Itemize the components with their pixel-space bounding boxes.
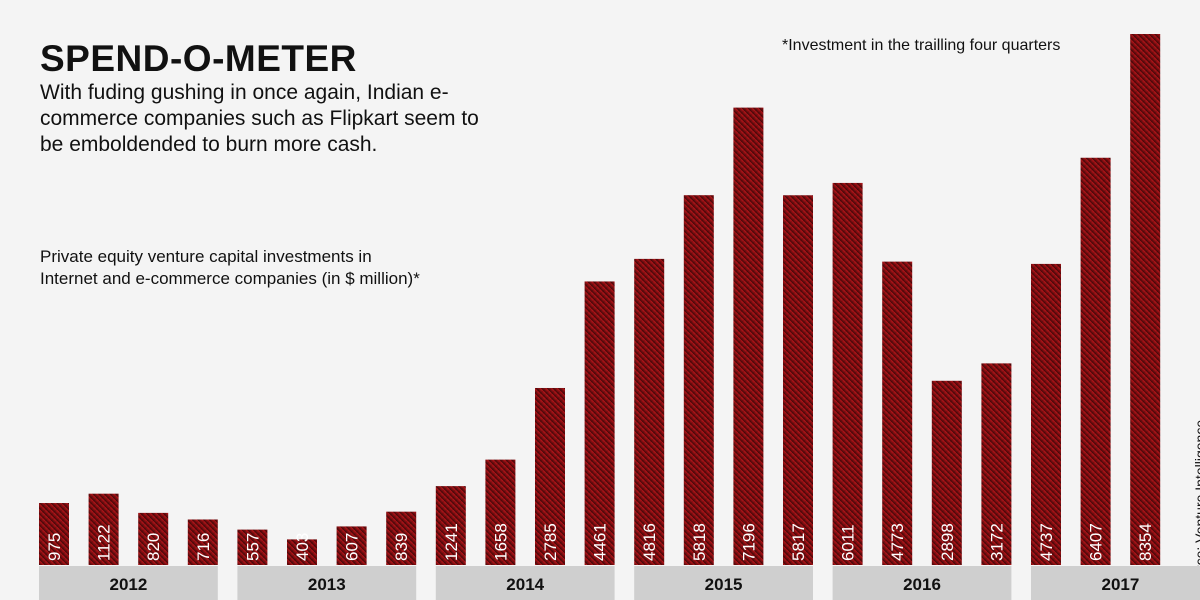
value-label-2013-2: 403 bbox=[293, 533, 312, 561]
value-label-2015-4: 5817 bbox=[789, 523, 808, 561]
year-label-2013: 2013 bbox=[308, 575, 346, 594]
year-band-2012 bbox=[39, 566, 218, 600]
bar-2016-3 bbox=[931, 380, 962, 565]
year-band-2013 bbox=[237, 566, 417, 600]
bar-2016-2 bbox=[882, 261, 913, 565]
bar-2012-2 bbox=[88, 493, 119, 565]
year-label-2017: 2017 bbox=[1101, 575, 1139, 594]
bar-2014-1 bbox=[435, 486, 466, 565]
value-label-2014-3: 2785 bbox=[541, 523, 560, 561]
value-label-2015-2: 5818 bbox=[690, 523, 709, 561]
value-label-2017-2: 6407 bbox=[1087, 523, 1106, 561]
year-band-2017 bbox=[1031, 566, 1200, 600]
bar-2017-3 bbox=[1130, 34, 1161, 565]
value-label-2014-2: 1658 bbox=[491, 523, 510, 561]
bar-2012-1 bbox=[39, 503, 69, 565]
value-label-2015-1: 4816 bbox=[640, 523, 659, 561]
bar-2015-4 bbox=[783, 195, 813, 565]
bar-2013-3 bbox=[336, 526, 367, 565]
year-band-2014 bbox=[435, 566, 615, 600]
value-label-2016-3: 2898 bbox=[938, 523, 957, 561]
footnote: *Investment in the trailling four quarte… bbox=[782, 37, 1061, 54]
y-axis-description: Private equity venture capital investmen… bbox=[40, 247, 420, 288]
bar-2017-2 bbox=[1080, 157, 1111, 565]
bar-2015-3 bbox=[733, 107, 764, 565]
year-band-2016 bbox=[832, 566, 1012, 600]
value-label-2012-4: 716 bbox=[194, 533, 213, 561]
bar-2012-3 bbox=[138, 512, 169, 565]
value-label-2013-1: 557 bbox=[243, 533, 262, 561]
value-label-2013-3: 607 bbox=[343, 533, 362, 561]
chart-subtitle: With fuding gushing in once again, India… bbox=[40, 81, 479, 156]
bar-2012-4 bbox=[187, 519, 218, 565]
year-label-2012: 2012 bbox=[109, 575, 147, 594]
value-label-2012-3: 820 bbox=[144, 533, 163, 561]
chart-title: SPEND-O-METER bbox=[40, 38, 357, 79]
year-label-2014: 2014 bbox=[506, 575, 544, 594]
value-label-2014-1: 1241 bbox=[442, 523, 461, 561]
bar-2016-4 bbox=[981, 363, 1012, 565]
bar-2014-3 bbox=[535, 387, 565, 565]
value-label-2017-3: 8354 bbox=[1136, 523, 1155, 561]
bar-2014-2 bbox=[485, 459, 516, 565]
bar-2013-4 bbox=[386, 511, 417, 565]
value-label-2012-2: 1122 bbox=[95, 524, 114, 561]
year-band-2015 bbox=[634, 566, 813, 600]
value-label-2014-4: 4461 bbox=[591, 523, 610, 561]
year-label-2015: 2015 bbox=[705, 575, 743, 594]
bar-2013-2 bbox=[287, 539, 317, 565]
year-label-2016: 2016 bbox=[903, 575, 941, 594]
bar-2016-1 bbox=[832, 182, 863, 565]
value-label-2015-3: 7196 bbox=[739, 523, 758, 561]
value-label-2016-2: 4773 bbox=[888, 523, 907, 561]
value-label-2016-1: 6011 bbox=[839, 524, 858, 561]
bar-2013-1 bbox=[237, 529, 268, 565]
value-label-2017-1: 4737 bbox=[1037, 523, 1056, 561]
value-label-2016-4: 3172 bbox=[987, 523, 1006, 561]
value-label-2013-4: 839 bbox=[392, 533, 411, 561]
value-label-2012-1: 975 bbox=[45, 533, 64, 561]
bar-2015-1 bbox=[634, 258, 665, 565]
bar-2017-1 bbox=[1031, 263, 1061, 565]
bar-2015-2 bbox=[683, 195, 714, 565]
bar-2014-4 bbox=[584, 281, 615, 565]
